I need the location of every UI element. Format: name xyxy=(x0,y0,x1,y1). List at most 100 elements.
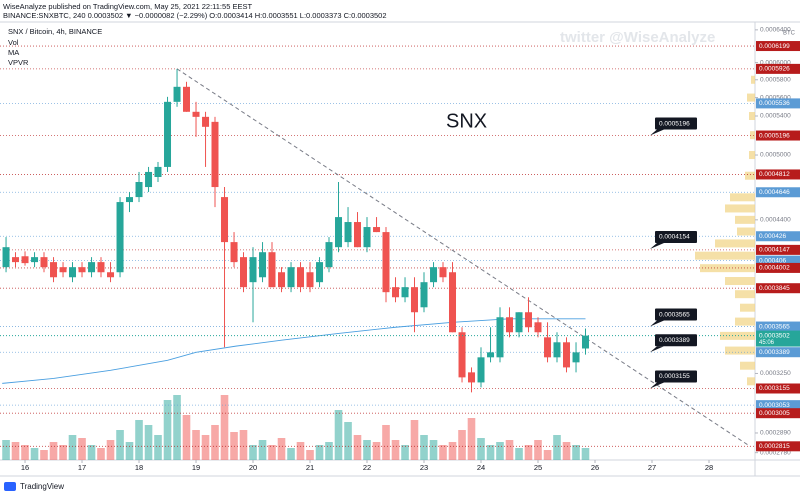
candle-body xyxy=(12,257,20,263)
level-label-bg xyxy=(756,231,800,242)
candle-body xyxy=(154,166,162,177)
level-label-bg xyxy=(756,130,800,141)
x-tick-label: 19 xyxy=(192,463,200,472)
candle-body xyxy=(506,317,514,333)
level-label: 0.0003565 xyxy=(759,323,790,330)
callout-label: 0.0003389 xyxy=(659,337,690,344)
candle-body xyxy=(40,257,48,268)
volume-bar xyxy=(182,415,191,460)
candle-body xyxy=(534,322,542,333)
candle-body xyxy=(353,222,361,248)
chart-title: SNX xyxy=(446,110,487,132)
level-label-bg xyxy=(756,187,800,198)
volume-bar xyxy=(477,438,485,460)
volume-bar xyxy=(581,448,590,460)
vpvr-bar xyxy=(747,377,755,386)
vpvr-bar xyxy=(720,331,755,340)
volume-bar xyxy=(325,442,333,460)
level-label: 0.0005536 xyxy=(759,100,790,107)
candle-body xyxy=(410,287,418,313)
volume-bar xyxy=(353,435,362,460)
candle-body xyxy=(2,247,10,268)
y-tick-label: 0.0006400 xyxy=(760,27,791,34)
volume-bar xyxy=(258,440,267,460)
candle-body xyxy=(382,232,390,293)
candle-body xyxy=(316,262,324,283)
volume-bar xyxy=(401,445,409,460)
volume-bar xyxy=(372,442,381,460)
candle-body xyxy=(296,267,304,288)
volume-bar xyxy=(562,442,571,460)
volume-bar xyxy=(505,440,514,460)
level-label-bg xyxy=(756,255,800,266)
volume-bar xyxy=(410,420,419,460)
level-label: 0.0006199 xyxy=(759,43,790,50)
vpvr-bar xyxy=(750,131,755,140)
candle-body xyxy=(335,217,343,248)
volume-bar xyxy=(448,442,457,460)
price-axis: 0.00064000.00060000.00058000.00056000.00… xyxy=(755,27,800,456)
volume-bar xyxy=(154,435,162,460)
candle-body xyxy=(107,272,115,278)
level-label: 0.0004147 xyxy=(759,247,790,254)
volume-bar xyxy=(277,438,286,460)
candle-body xyxy=(363,227,371,248)
candle-body xyxy=(496,317,504,358)
level-label: 0.0003845 xyxy=(759,285,790,292)
level-label: 0.000426 xyxy=(759,233,786,240)
candle-body xyxy=(278,272,286,288)
candle-body xyxy=(553,342,561,358)
candle-body xyxy=(563,342,571,368)
level-label: 0.0002815 xyxy=(759,443,790,450)
volume-bar xyxy=(391,440,400,460)
candle-body xyxy=(581,335,589,349)
x-tick-label: 25 xyxy=(534,463,542,472)
vpvr-bar xyxy=(751,75,755,84)
vpvr-bar xyxy=(740,303,755,312)
level-label-bg xyxy=(756,441,800,452)
legend-ma: MA xyxy=(8,48,19,57)
volume-bar xyxy=(78,438,86,460)
volume-bar xyxy=(249,445,257,460)
candle-body xyxy=(97,262,105,273)
level-label-bg xyxy=(756,408,800,419)
volume-bar xyxy=(420,435,428,460)
volume-bar xyxy=(220,395,229,460)
volume-bar xyxy=(239,430,248,460)
candle-body xyxy=(69,267,77,278)
callout-label: 0.0005196 xyxy=(659,120,690,127)
vpvr-bar xyxy=(747,93,755,102)
candle-body xyxy=(249,257,257,283)
volume-bar xyxy=(382,425,390,460)
volume-bar xyxy=(553,435,561,460)
volume-bar xyxy=(543,450,552,460)
candle-body xyxy=(449,272,457,333)
volume-bar xyxy=(116,430,124,460)
volume-bar xyxy=(135,420,143,460)
volume-bar xyxy=(144,425,153,460)
x-tick-label: 16 xyxy=(21,463,29,472)
candle-body xyxy=(487,352,495,358)
candle-body xyxy=(344,222,352,243)
vpvr-bar xyxy=(735,290,755,299)
vpvr-bar xyxy=(715,239,755,248)
candle-body xyxy=(306,272,314,288)
volume-bar xyxy=(30,448,39,460)
callout-pointer xyxy=(650,320,664,327)
callout-label: 0.0004154 xyxy=(659,234,690,241)
currency-label: BTC xyxy=(783,31,796,37)
vpvr-bar xyxy=(725,277,755,286)
volume-bar xyxy=(334,410,343,460)
legend-symbol: SNX / Bitcoin, 4h, BINANCE xyxy=(8,27,102,36)
y-tick-label: 0.0005000 xyxy=(760,152,791,159)
candle-body xyxy=(126,197,134,203)
level-label-bg xyxy=(756,98,800,109)
vpvr-bar xyxy=(695,251,755,260)
volume-bar xyxy=(125,442,134,460)
brand-logo xyxy=(4,482,16,491)
vpvr-bar xyxy=(725,346,755,355)
candle-body xyxy=(182,86,190,112)
volume-bar xyxy=(163,400,172,460)
vpvr-bar xyxy=(737,227,755,236)
level-label-bg xyxy=(756,63,800,74)
